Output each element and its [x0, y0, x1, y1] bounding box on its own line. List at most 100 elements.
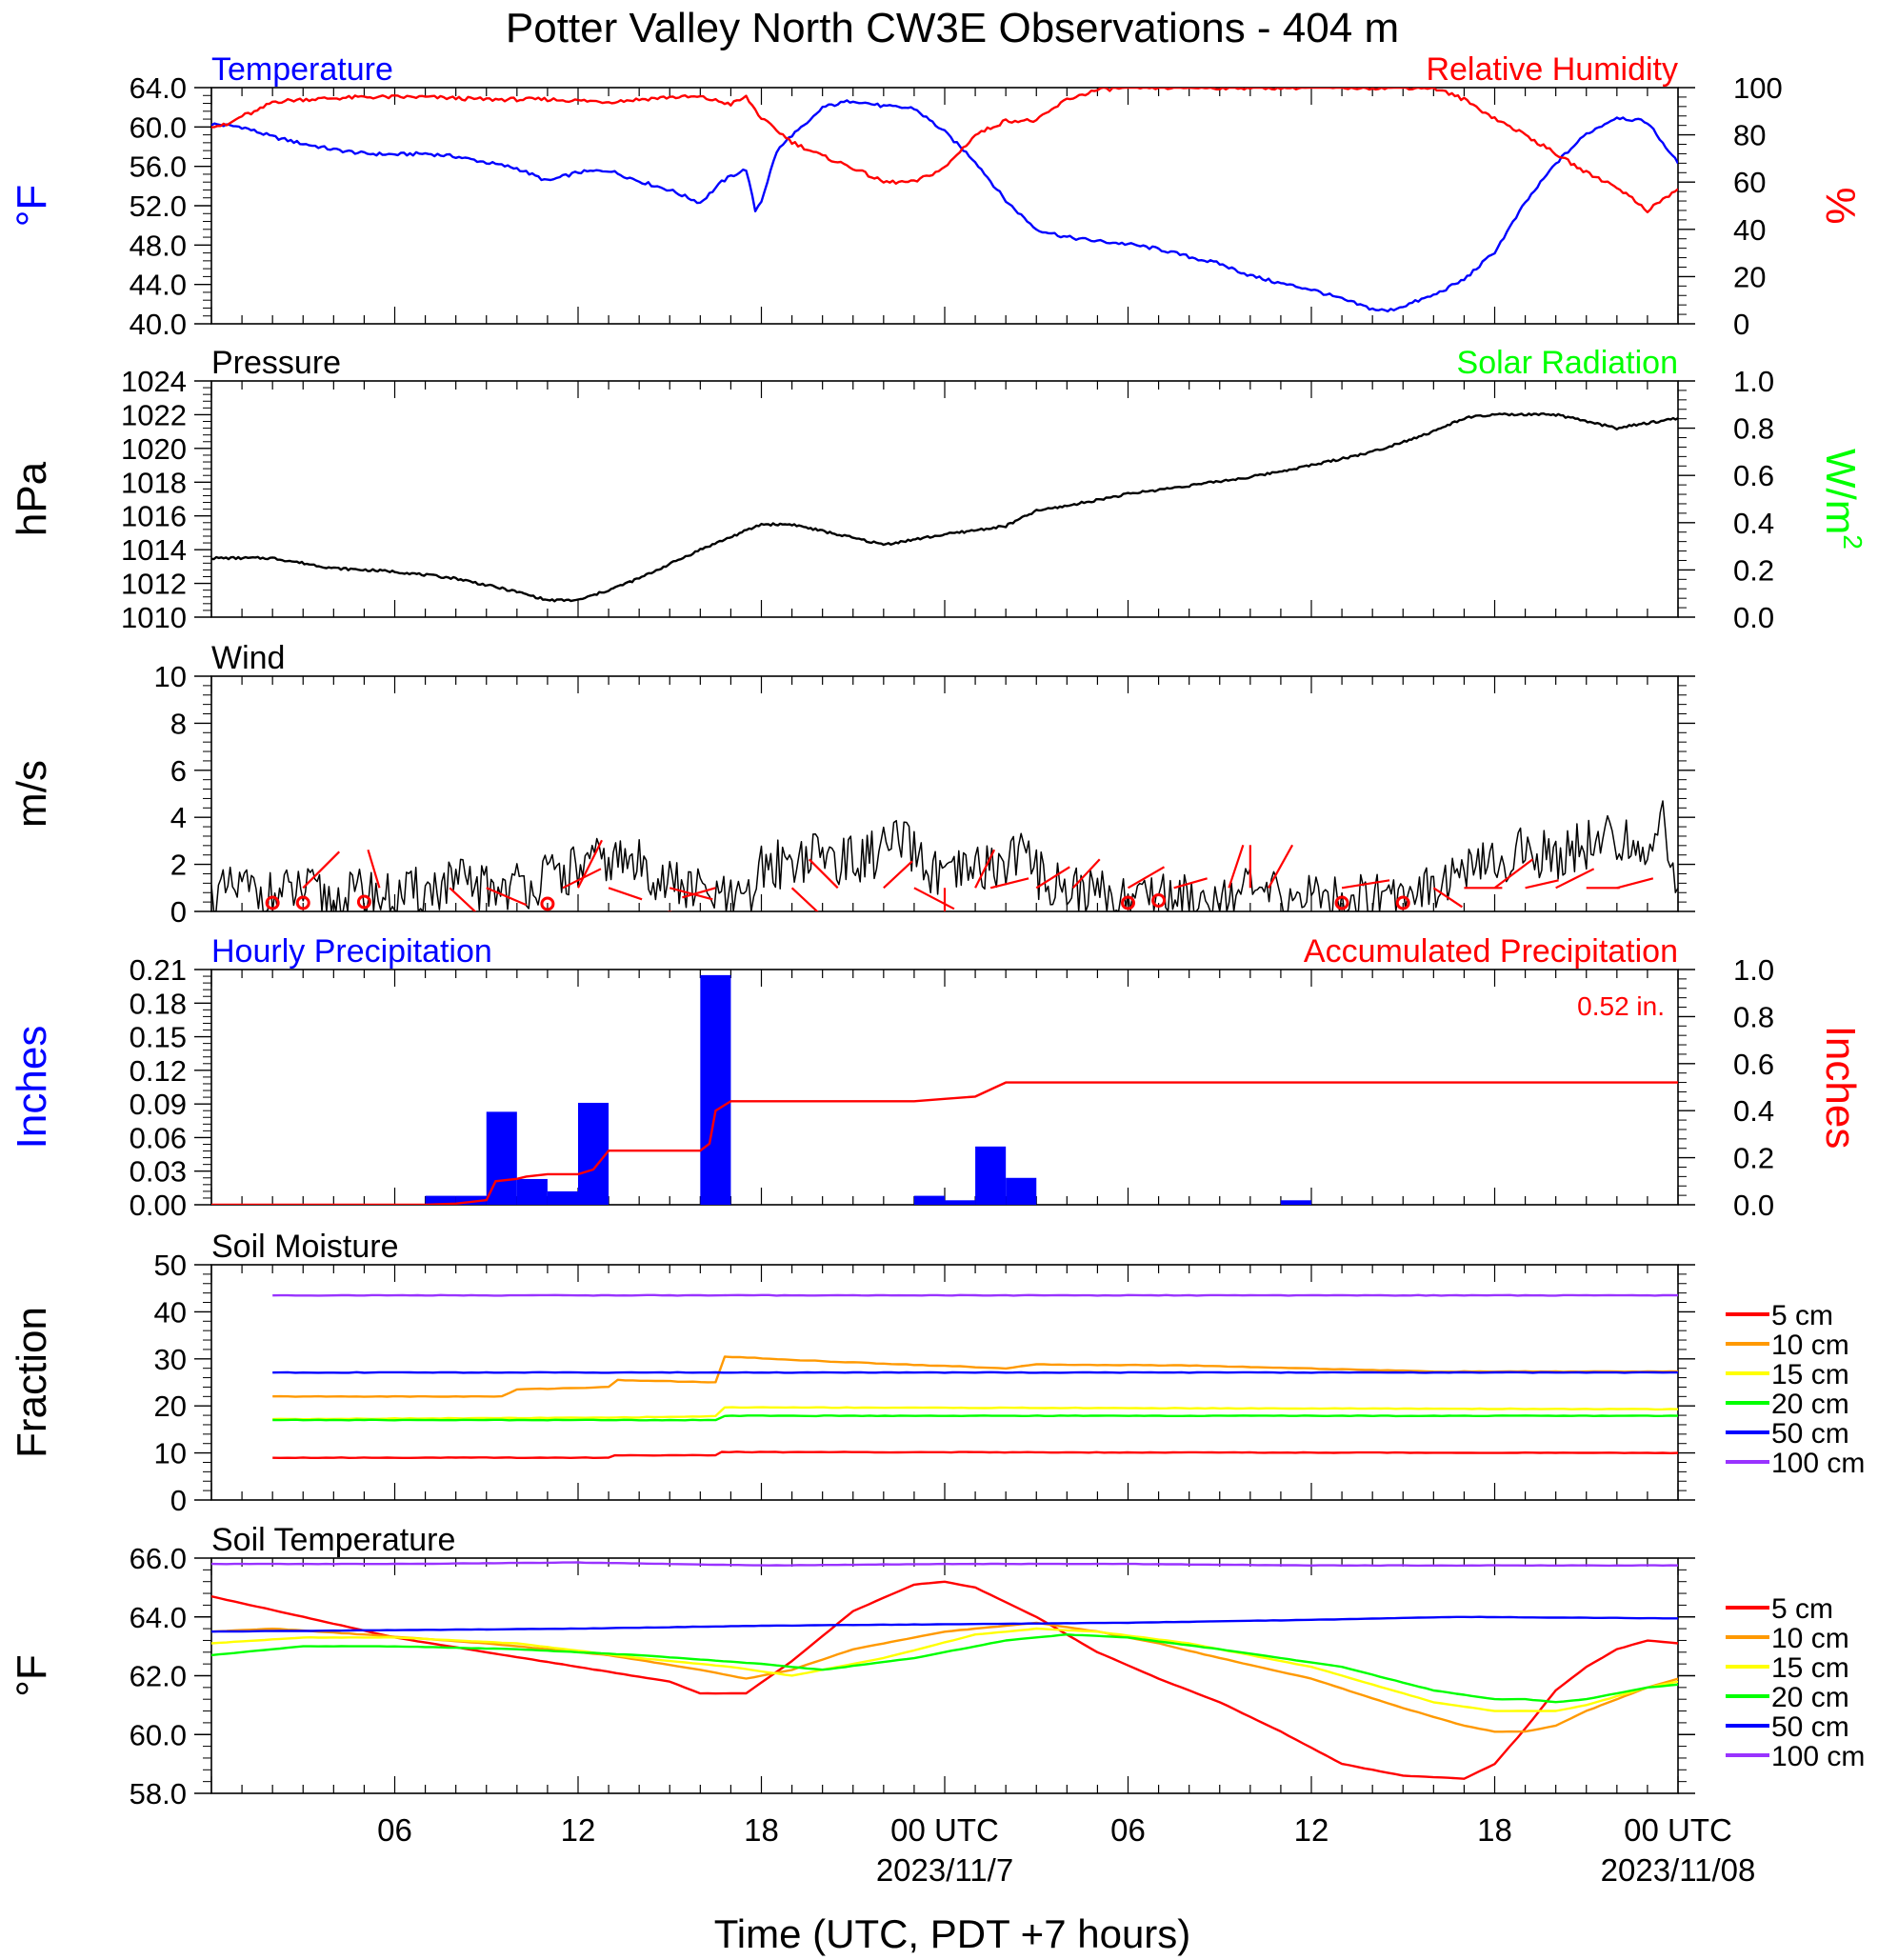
x-tick-date-label: 2023/11/7 — [876, 1852, 1013, 1888]
y-tick-label: 58.0 — [130, 1777, 187, 1810]
accumulated-precip-line — [211, 1081, 1678, 1205]
panels: 40.044.048.052.056.060.064.0020406080100… — [9, 51, 1868, 1810]
panel-title-left: Hourly Precipitation — [211, 933, 492, 970]
precip-bar — [578, 1102, 609, 1205]
y-axis-title-right-text: % — [1817, 187, 1864, 224]
legend-label: 50 cm — [1771, 1711, 1849, 1743]
wind-barb — [808, 858, 839, 890]
legend-label: 5 cm — [1771, 1300, 1833, 1331]
plot-area — [211, 88, 1678, 313]
y-tick-label: 0 — [170, 1484, 187, 1517]
legend-label: 15 cm — [1771, 1359, 1849, 1390]
panel-title-right: Accumulated Precipitation — [1304, 933, 1678, 970]
wind-barb — [1555, 868, 1595, 890]
y-tick-label: 40.0 — [130, 308, 187, 341]
series-line-20cm — [211, 1633, 1678, 1704]
panel-precipitation: 0.000.030.060.090.120.150.180.21 0.0 0.2 0.… — [9, 933, 1864, 1222]
y-tick-label: 10 — [154, 660, 187, 693]
y-tick-label: 1016 — [121, 500, 187, 533]
y-right-tick-label: 0.4 — [1733, 507, 1774, 540]
precip-bar — [547, 1190, 578, 1205]
panel-title-right: Relative Humidity — [1426, 51, 1678, 88]
x-axis: 06 12 18 00 UTC 2023/11/7 06 12 18 00 UTC 2023/11… — [377, 1812, 1755, 1888]
y-tick-label: 64.0 — [130, 71, 187, 105]
x-tick-label: 00 UTC — [890, 1812, 999, 1848]
wind-barb — [486, 887, 528, 907]
wind-barb — [608, 887, 643, 901]
y-tick-label: 50 — [154, 1249, 187, 1282]
wind-barb — [1173, 877, 1208, 890]
x-tick-label: 12 — [1294, 1812, 1329, 1848]
wind-barb — [682, 887, 716, 899]
wind-barb — [449, 887, 477, 911]
y-right-tick-label: 0 — [1733, 308, 1749, 341]
y-axis-title-left: m/s — [9, 760, 55, 828]
series-line-100cm — [211, 1561, 1678, 1568]
y-axis-title-right-text: W/m — [1817, 449, 1864, 534]
series-line-15cm — [211, 1627, 1678, 1712]
y-right-tick-label: 100 — [1733, 71, 1783, 105]
y-tick-label: 0 — [170, 895, 187, 929]
wind-barb — [669, 887, 713, 901]
x-tick-label: 18 — [744, 1812, 779, 1848]
legend-label: 10 cm — [1771, 1330, 1849, 1361]
legend-label: 50 cm — [1771, 1418, 1849, 1450]
series-line-50cm — [272, 1370, 1678, 1374]
y-tick-label: 0.00 — [130, 1189, 187, 1222]
y-right-tick-label: 40 — [1733, 213, 1766, 247]
y-tick-label: 30 — [154, 1343, 187, 1376]
y-tick-label: 44.0 — [130, 269, 187, 302]
y-tick-label: 1022 — [121, 398, 187, 431]
precip-bar — [425, 1195, 456, 1205]
x-tick-label: 06 — [1110, 1812, 1146, 1848]
y-tick-label: 2 — [170, 849, 187, 882]
y-tick-label: 62.0 — [130, 1660, 187, 1693]
y-tick-label: 10 — [154, 1437, 187, 1470]
panel-title-left: Temperature — [211, 51, 393, 88]
y-tick-label: 0.18 — [130, 987, 187, 1020]
y-right-tick-label: 1.0 — [1733, 953, 1774, 987]
plot-area — [211, 412, 1678, 603]
y-tick-label: 60.0 — [130, 110, 187, 144]
y-tick-label: 48.0 — [130, 229, 187, 262]
wind-calm-circle — [1395, 895, 1410, 910]
y-right-tick-label: 1.0 — [1733, 365, 1774, 398]
plot-area — [211, 800, 1678, 911]
wind-barb — [1268, 844, 1294, 889]
y-axis-title-left: °F — [9, 1654, 55, 1696]
y-tick-label: 56.0 — [130, 150, 187, 184]
panel-title-left: Pressure — [211, 345, 341, 381]
wind-calm-circle — [356, 894, 371, 910]
x-tick-label: 00 UTC — [1624, 1812, 1732, 1848]
y-tick-label: 64.0 — [130, 1601, 187, 1634]
wind-barb — [989, 877, 1029, 890]
y-tick-label: 0.09 — [130, 1088, 187, 1121]
y-tick-label: 1024 — [121, 365, 187, 398]
y-right-tick-label: 0.8 — [1733, 412, 1774, 446]
precip-bar — [700, 974, 731, 1205]
y-tick-label: 1018 — [121, 466, 187, 499]
precip-bar — [1280, 1200, 1311, 1205]
y-axis-title-right-text: Inches — [1817, 1026, 1864, 1150]
x-tick-label: 18 — [1477, 1812, 1512, 1848]
y-axis-title-right: % — [1817, 187, 1864, 224]
wind-barb — [974, 849, 996, 889]
accumulated-total-label: 0.52 in. — [1577, 991, 1665, 1021]
y-axis-title-left: Fraction — [9, 1307, 55, 1458]
series-line-wind — [211, 800, 1678, 911]
x-axis-title: Time (UTC, PDT +7 hours) — [714, 1911, 1191, 1956]
x-tick-label: 12 — [561, 1812, 596, 1848]
y-axis-title-right: W/m2 — [1817, 449, 1868, 550]
series-line-humidity — [211, 88, 1678, 213]
x-tick-label: 06 — [377, 1812, 412, 1848]
y-right-tick-label: 60 — [1733, 166, 1766, 199]
y-tick-label: 0.21 — [130, 953, 187, 987]
panel-title-right: Solar Radiation — [1457, 345, 1678, 381]
y-axis-title-left: Inches — [9, 1026, 55, 1150]
wind-calm-circle — [1334, 895, 1349, 910]
y-right-tick-label: 0.8 — [1733, 1000, 1774, 1033]
wind-barb — [1127, 866, 1166, 890]
panel-title-left: Soil Moisture — [211, 1229, 399, 1265]
x-tick-date-label: 2023/11/08 — [1601, 1852, 1756, 1888]
